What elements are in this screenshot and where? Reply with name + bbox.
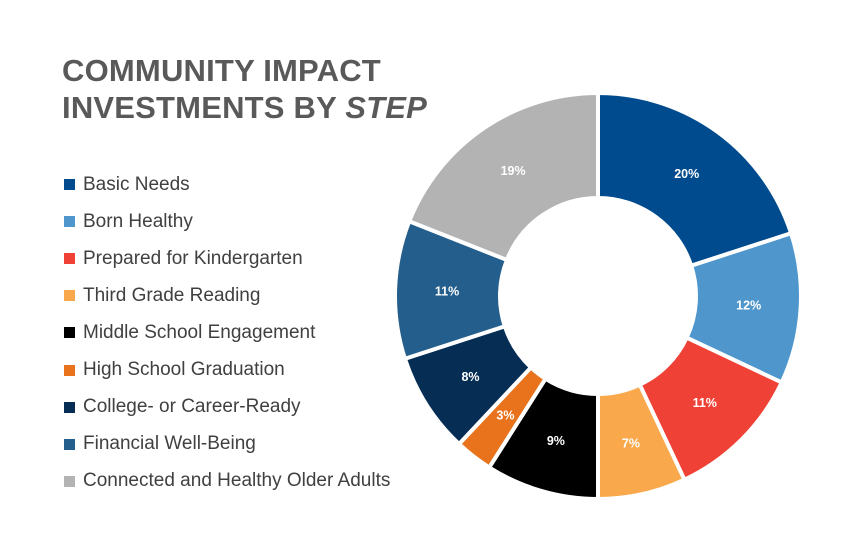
- legend-item-third-grade-reading: Third Grade Reading: [64, 277, 390, 314]
- legend-label: Third Grade Reading: [83, 284, 261, 306]
- legend-swatch: [64, 327, 75, 339]
- legend-swatch: [64, 253, 75, 265]
- legend-swatch: [64, 216, 75, 228]
- legend-swatch: [64, 179, 75, 191]
- legend-item-prepared-for-kindergarten: Prepared for Kindergarten: [64, 240, 390, 277]
- legend-label: Middle School Engagement: [83, 321, 316, 343]
- chart-title-line-1: COMMUNITY IMPACT: [62, 53, 381, 88]
- chart-title-emphasis: STEP: [345, 90, 427, 125]
- legend-label: Connected and Healthy Older Adults: [83, 470, 391, 492]
- legend-label: Basic Needs: [83, 173, 190, 195]
- legend-item-born-healthy: Born Healthy: [64, 203, 390, 240]
- data-label-basic-needs: 20%: [674, 167, 699, 181]
- data-label-middle-school-engagement: 9%: [547, 434, 565, 448]
- data-label-born-healthy: 12%: [736, 298, 761, 312]
- legend-item-financial-well-being: Financial Well-Being: [64, 426, 390, 463]
- legend-label: High School Graduation: [83, 359, 285, 381]
- chart-title-line-2: INVESTMENTS BY STEP: [62, 89, 427, 126]
- legend-swatch: [64, 475, 75, 487]
- legend-swatch: [64, 401, 75, 413]
- legend-swatch: [64, 290, 75, 302]
- legend-label: College- or Career-Ready: [83, 396, 301, 418]
- data-label-financial-well-being: 11%: [435, 284, 459, 298]
- data-label-third-grade-reading: 7%: [622, 436, 640, 450]
- data-label-prepared-for-kindergarten: 11%: [693, 396, 717, 410]
- legend-item-college-or-career-ready: College- or Career-Ready: [64, 389, 390, 426]
- chart-title-line-2-text: INVESTMENTS BY: [62, 90, 337, 125]
- slice-basic-needs: [596, 90, 794, 269]
- legend-item-connected-and-healthy-older-adults: Connected and Healthy Older Adults: [64, 463, 390, 500]
- legend-item-high-school-graduation: High School Graduation: [64, 351, 390, 388]
- legend-item-basic-needs: Basic Needs: [64, 166, 390, 203]
- data-label-college-or-career-ready: 8%: [461, 370, 479, 384]
- chart-title: COMMUNITY IMPACT INVESTMENTS BY STEP: [62, 52, 427, 126]
- donut-chart: 20% 12% 11% 7% 9% 3% 8% 11% 19%: [393, 90, 803, 502]
- data-label-high-school-graduation: 3%: [496, 408, 514, 422]
- legend-swatch: [64, 364, 75, 376]
- legend-label: Born Healthy: [83, 210, 193, 232]
- legend-swatch: [64, 438, 75, 450]
- slice-connected-and-healthy-older-adults: [406, 90, 600, 263]
- legend-label: Prepared for Kindergarten: [83, 247, 303, 269]
- legend-label: Financial Well-Being: [83, 433, 256, 455]
- data-label-connected-and-healthy-older-adults: 19%: [501, 164, 526, 178]
- legend-item-middle-school-engagement: Middle School Engagement: [64, 314, 390, 351]
- chart-legend: Basic Needs Born Healthy Prepared for Kind…: [64, 166, 390, 500]
